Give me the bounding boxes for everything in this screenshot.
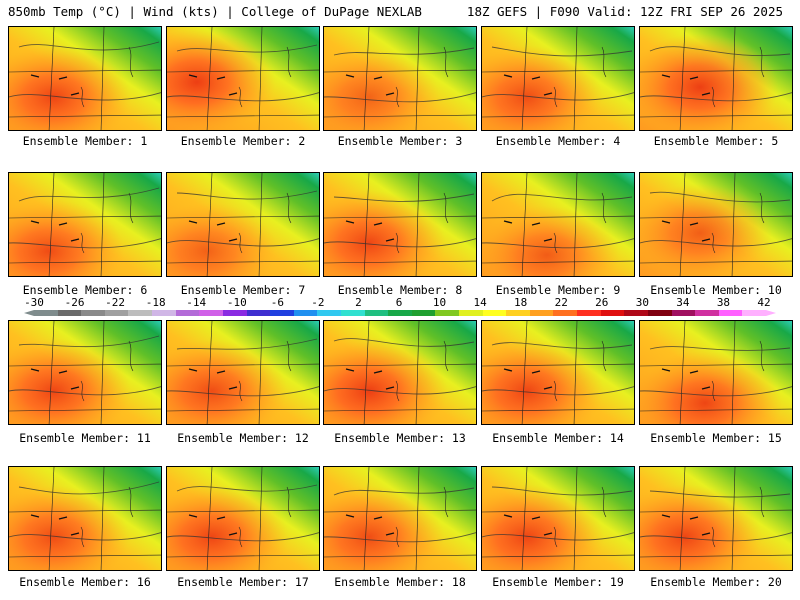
map-title: 850mb Temp (°C) | Wind (kts) | College o… <box>8 4 422 19</box>
colorbar-swatch <box>57 310 82 316</box>
colorbar-tick-label: 6 <box>395 296 403 309</box>
ensemble-member-map <box>639 320 793 425</box>
ensemble-member-map <box>323 172 477 277</box>
colorbar-swatch <box>577 310 602 316</box>
ensemble-member-map <box>8 320 162 425</box>
ensemble-member-label: Ensemble Member: 13 <box>334 431 466 445</box>
colorbar-tick-label: 10 <box>432 296 447 309</box>
colorbar-tick-label: 14 <box>473 296 487 309</box>
colorbar-tick-label: -18 <box>145 296 166 309</box>
ensemble-member-label: Ensemble Member: 5 <box>653 134 779 148</box>
ensemble-member-label: Ensemble Member: 6 <box>22 283 148 297</box>
ensemble-member-map <box>166 466 320 571</box>
colorbar-swatch <box>364 310 389 316</box>
ensemble-member-label: Ensemble Member: 10 <box>650 283 782 297</box>
ensemble-member-map <box>166 26 320 131</box>
colorbar-swatch <box>482 310 507 316</box>
ensemble-member-label: Ensemble Member: 2 <box>180 134 306 148</box>
colorbar-swatch <box>553 310 578 316</box>
colorbar-swatch <box>246 310 271 316</box>
ensemble-member-map <box>8 466 162 571</box>
ensemble-member-map <box>639 26 793 131</box>
colorbar-left-arrow <box>24 310 34 316</box>
ensemble-member-label: Ensemble Member: 17 <box>177 575 309 589</box>
colorbar-swatch <box>317 310 342 316</box>
colorbar-swatch <box>624 310 649 316</box>
ensemble-member-label: Ensemble Member: 12 <box>177 431 309 445</box>
ensemble-member-label: Ensemble Member: 11 <box>19 431 151 445</box>
colorbar-swatch <box>459 310 484 316</box>
colorbar-tick-label: 30 <box>635 296 649 309</box>
colorbar-swatch <box>718 310 743 316</box>
valid-time-title: 18Z GEFS | F090 Valid: 12Z FRI SEP 26 20… <box>466 4 783 19</box>
colorbar-tick-label: -14 <box>186 296 207 309</box>
colorbar-tick-label: -2 <box>311 296 325 309</box>
colorbar-swatch <box>270 310 295 316</box>
ensemble-member-map <box>8 172 162 277</box>
ensemble-member-map <box>8 26 162 131</box>
ensemble-member-label: Ensemble Member: 4 <box>495 134 621 148</box>
colorbar-swatch <box>128 310 153 316</box>
ensemble-member-map <box>481 26 635 131</box>
colorbar-tick-label: -26 <box>64 296 85 309</box>
colorbar-right-arrow <box>766 310 776 316</box>
colorbar-swatch <box>293 310 318 316</box>
ensemble-member-label: Ensemble Member: 14 <box>492 431 624 445</box>
colorbar-swatch <box>671 310 696 316</box>
ensemble-member-label: Ensemble Member: 20 <box>650 575 782 589</box>
ensemble-member-map <box>639 172 793 277</box>
colorbar-swatch <box>104 310 129 316</box>
colorbar-tick-label: -22 <box>105 296 126 309</box>
ensemble-member-map <box>639 466 793 571</box>
ensemble-member-label: Ensemble Member: 18 <box>334 575 466 589</box>
ensemble-member-map <box>323 466 477 571</box>
colorbar-tick-label: 2 <box>355 296 362 309</box>
colorbar-tick-label: -10 <box>226 296 247 309</box>
colorbar-tick-label: 18 <box>514 296 528 309</box>
ensemble-member-label: Ensemble Member: 1 <box>22 134 148 148</box>
colorbar-swatch <box>340 310 366 316</box>
colorbar-tick-label: -30 <box>24 296 44 309</box>
ensemble-member-label: Ensemble Member: 8 <box>337 283 463 297</box>
ensemble-member-label: Ensemble Member: 15 <box>650 431 782 445</box>
colorbar-tick-label: -6 <box>270 296 284 309</box>
ensemble-member-map <box>481 466 635 571</box>
colorbar-swatch <box>411 310 436 316</box>
colorbar-swatch <box>152 310 177 316</box>
ensemble-member-map <box>323 26 477 131</box>
ensemble-member-map <box>481 320 635 425</box>
colorbar-tick-label: 22 <box>554 296 568 309</box>
ensemble-member-label: Ensemble Member: 19 <box>492 575 624 589</box>
colorbar-tick-label: 34 <box>676 296 690 309</box>
ensemble-member-map <box>166 320 320 425</box>
colorbar-swatch <box>506 310 531 316</box>
ensemble-member-map <box>481 172 635 277</box>
colorbar-swatch <box>529 310 554 316</box>
colorbar-swatch <box>600 310 625 316</box>
ensemble-member-label: Ensemble Member: 16 <box>19 575 151 589</box>
colorbar-tick-label: 38 <box>716 296 731 309</box>
colorbar-swatch <box>175 310 200 316</box>
ensemble-member-map <box>323 320 477 425</box>
colorbar-swatch <box>435 310 460 316</box>
colorbar-tick-label: 42 <box>757 296 771 309</box>
temperature-colorbar: -30 -26 -22 -18 -14 -10 -6 -2 2 6 10 14 18 22 26 30 34 38… <box>0 296 800 322</box>
colorbar-swatch <box>388 310 413 316</box>
colorbar-swatch <box>742 310 767 316</box>
colorbar-swatch <box>222 310 247 316</box>
colorbar-swatch <box>81 310 106 316</box>
ensemble-member-map <box>166 172 320 277</box>
ensemble-member-label: Ensemble Member: 9 <box>495 283 621 297</box>
colorbar-swatch <box>199 310 224 316</box>
colorbar-swatch <box>695 310 720 316</box>
ensemble-member-label: Ensemble Member: 7 <box>180 283 306 297</box>
ensemble-member-label: Ensemble Member: 3 <box>337 134 463 148</box>
colorbar-swatch <box>647 310 673 316</box>
colorbar-tick-label: 26 <box>595 296 609 309</box>
colorbar-swatch <box>34 310 59 316</box>
